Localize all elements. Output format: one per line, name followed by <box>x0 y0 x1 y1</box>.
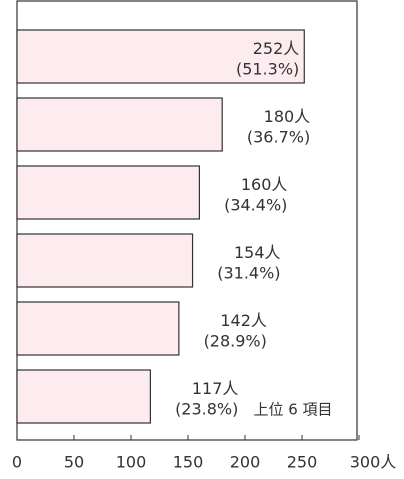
x-tick-label: 50 <box>64 453 84 472</box>
x-tick-label: 100 <box>116 453 147 472</box>
bar <box>16 165 200 220</box>
plot-frame <box>16 0 358 441</box>
value-label: 154人(31.4%) <box>217 242 280 282</box>
value-label: 142人(28.9%) <box>204 310 267 350</box>
bar <box>16 29 305 84</box>
x-tick-label: 0 <box>12 453 22 472</box>
bar <box>16 301 180 356</box>
bar <box>16 233 194 288</box>
x-tick-label: 200 <box>230 453 261 472</box>
x-tick-label: 250 <box>287 453 318 472</box>
value-label: 160人(34.4%) <box>224 174 287 214</box>
x-tick-label: 150 <box>173 453 204 472</box>
bar <box>16 97 223 152</box>
value-label: 117人(23.8%) <box>175 378 238 418</box>
x-tick-label: 300人 <box>350 453 397 472</box>
value-label: 252人(51.3%) <box>236 38 299 78</box>
value-label: 180人(36.7%) <box>247 106 310 146</box>
annotation: 上位 6 項目 <box>253 401 332 419</box>
bar <box>16 369 151 424</box>
